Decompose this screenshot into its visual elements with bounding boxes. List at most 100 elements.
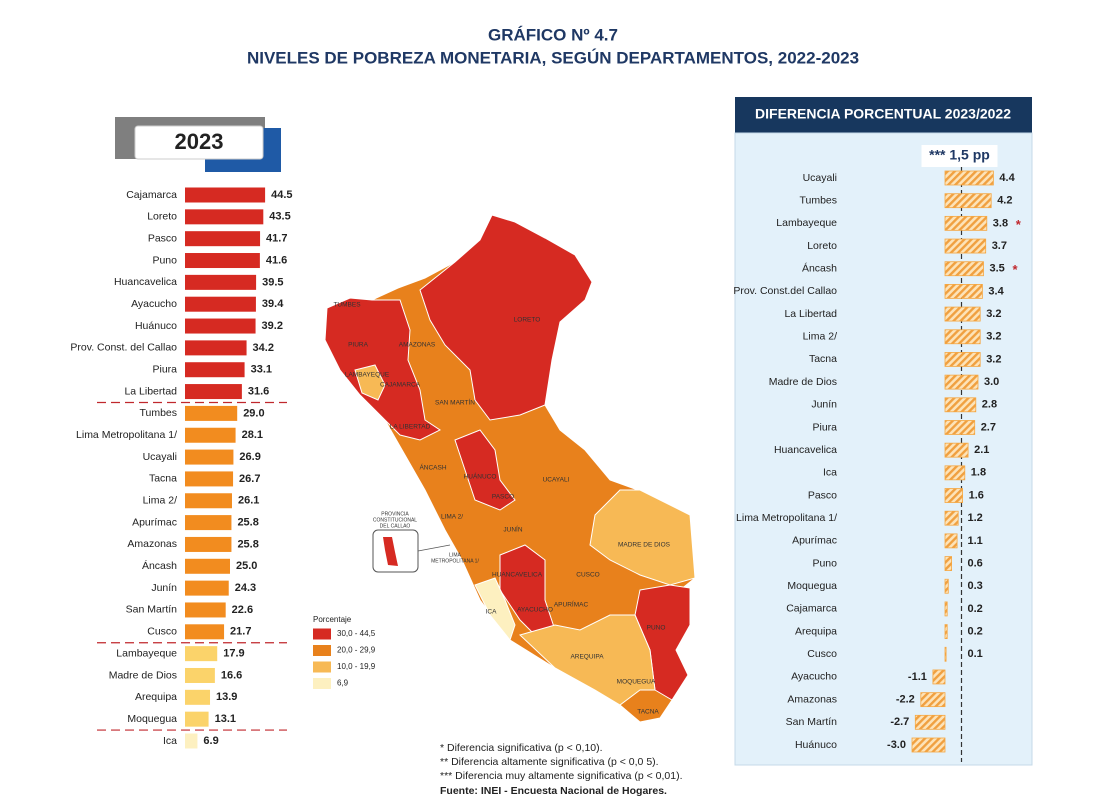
category-label: Pasco [808, 489, 837, 501]
category-label: Prov. Const.del Callao [733, 285, 837, 297]
category-label: Lambayeque [116, 647, 177, 659]
category-label: Ayacucho [791, 671, 837, 683]
bar [185, 253, 260, 269]
category-label: Huancavelica [114, 276, 177, 288]
map-region [324, 297, 441, 441]
bar [932, 669, 946, 685]
value-label: 34.2 [253, 342, 274, 354]
category-label: Moquegua [787, 580, 837, 592]
category-label: Cajamarca [126, 189, 177, 201]
reference-label-box [921, 145, 998, 167]
category-label: Piura [152, 364, 177, 376]
category-label: Piura [812, 421, 837, 433]
value-label: 41.7 [266, 233, 287, 245]
legend-swatch [313, 661, 331, 673]
bar [911, 737, 946, 753]
value-label: 13.9 [216, 691, 237, 703]
significance-marker: * [1016, 217, 1022, 232]
right-header [735, 97, 1032, 133]
category-label: Lima Metropolitana 1/ [76, 429, 177, 441]
bar [944, 533, 958, 549]
category-label: Lima 2/ [803, 331, 838, 343]
value-label: 13.1 [215, 713, 236, 725]
bar [185, 449, 234, 465]
bar [185, 296, 256, 312]
bar [944, 306, 981, 322]
map-inset-label: METROPOLITANA 1/ [431, 558, 479, 564]
bar [185, 558, 230, 574]
legend-label: 10,0 - 19,9 [337, 662, 376, 671]
map: TUMBES PIURA AMAZONAS LORETO LAMBAYEQUE CAJAM… [324, 214, 696, 723]
value-label: 44.5 [271, 189, 292, 201]
map-label: AYACUCHO [517, 607, 553, 614]
bar [944, 601, 948, 617]
category-label: Apurímac [792, 535, 837, 547]
value-label: 2.7 [981, 421, 996, 433]
category-label: Arequipa [795, 625, 837, 637]
right-panel [734, 132, 1033, 766]
bar [944, 646, 947, 662]
bar [185, 689, 211, 705]
map-label: PIURA [348, 342, 369, 349]
map-inset-label: PROVINCIA [381, 511, 409, 517]
subtitle: NIVELES DE POBREZA MONETARIA, SEGÚN DEPA… [247, 48, 859, 67]
map-label: JUNÍN [503, 525, 522, 534]
value-label: -1.1 [908, 671, 927, 683]
value-label: 0.1 [968, 648, 983, 660]
category-label: Huancavelica [774, 444, 837, 456]
bar [185, 318, 256, 334]
bar [185, 274, 257, 290]
map-label: AMAZONAS [399, 342, 436, 349]
bar [185, 580, 229, 596]
map-label: SAN MARTÍN [435, 398, 475, 407]
category-label: Lima 2/ [143, 495, 178, 507]
bar [185, 667, 215, 683]
value-label: 3.7 [992, 240, 1007, 252]
map-region [454, 429, 516, 511]
bar [185, 515, 232, 531]
category-label: Lima Metropolitana 1/ [736, 512, 837, 524]
category-label: Cajamarca [786, 603, 837, 615]
bar [944, 578, 949, 594]
legend-swatch [313, 678, 331, 689]
map-label: MOQUEGUA [617, 679, 656, 686]
bar [944, 170, 994, 186]
value-label: 4.4 [999, 172, 1015, 184]
value-label: 22.6 [232, 604, 253, 616]
value-label: 26.7 [239, 473, 260, 485]
value-label: 31.6 [248, 385, 269, 397]
value-label: 39.4 [262, 298, 284, 310]
bar [185, 471, 234, 487]
value-label: 1.2 [968, 512, 983, 524]
map-region [354, 364, 386, 401]
value-label: 0.6 [968, 557, 983, 569]
map-label: LA LIBERTAD [390, 424, 431, 431]
category-label: Junín [151, 582, 177, 594]
legend-label: 20,0 - 29,9 [337, 646, 376, 655]
category-label: Huánuco [795, 739, 837, 751]
value-label: 3.2 [986, 308, 1001, 320]
right-chart-title: DIFERENCIA PORCENTUAL 2023/2022 [755, 106, 1011, 122]
map-label: HUÁNUCO [464, 472, 497, 481]
value-label: 41.6 [266, 254, 287, 266]
tab-box [134, 125, 264, 160]
value-label: 29.0 [243, 407, 264, 419]
map-inset-label: LIMA [449, 552, 461, 558]
map-label: PUNO [647, 625, 666, 632]
bar [944, 624, 948, 639]
value-label: 3.8 [993, 217, 1008, 229]
map-label: PASCO [492, 494, 514, 501]
value-label: 25.8 [237, 538, 258, 550]
bar [185, 340, 247, 356]
category-label: Áncash [142, 559, 177, 572]
legend-swatch [313, 628, 331, 640]
value-label: 0.2 [968, 626, 983, 638]
value-label: 17.9 [223, 648, 244, 660]
value-label: -2.2 [896, 694, 915, 706]
map-region [519, 614, 656, 706]
map-label: LORETO [514, 317, 541, 324]
bar [914, 714, 946, 730]
map-label: AREQUIPA [570, 654, 604, 661]
value-label: 25.0 [236, 560, 257, 572]
